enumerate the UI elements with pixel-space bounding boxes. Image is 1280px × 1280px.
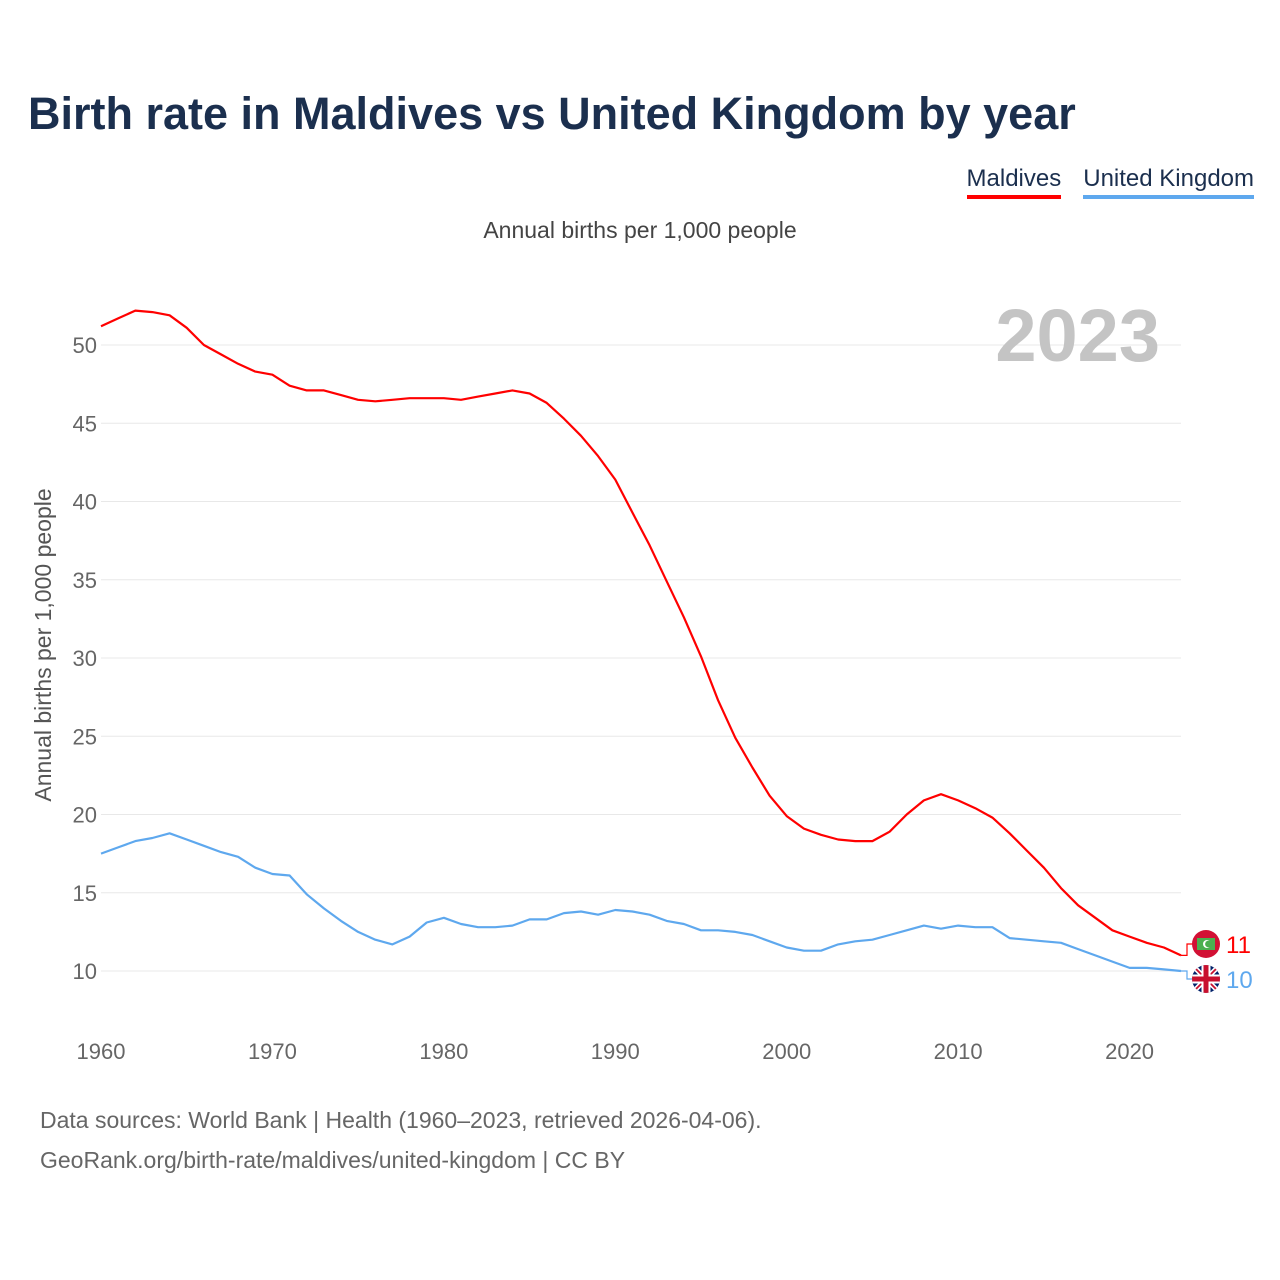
end-connector: [1181, 970, 1193, 980]
end-value-label: 10: [1226, 967, 1253, 994]
y-tick-label: 15: [73, 881, 97, 906]
series-line-maldives[interactable]: [100, 309, 1182, 957]
y-tick-label: 10: [73, 959, 97, 984]
chart-title: Birth rate in Maldives vs United Kingdom…: [28, 88, 1076, 139]
y-tick-label: 20: [73, 803, 97, 828]
source-link[interactable]: GeoRank.org/birth-rate/maldives/united-k…: [40, 1147, 626, 1173]
y-tick-label: 50: [73, 333, 97, 358]
x-tick-label: 1990: [591, 1039, 640, 1064]
chart-subtitle: Annual births per 1,000 people: [483, 217, 797, 243]
end-connector: [1181, 943, 1193, 956]
x-tick-label: 1970: [248, 1039, 297, 1064]
legend: Maldives United Kingdom: [966, 165, 1254, 199]
x-tick-label: 2010: [934, 1039, 983, 1064]
x-tick-label: 1960: [77, 1039, 126, 1064]
y-tick-label: 40: [73, 490, 97, 515]
x-tick-label: 2000: [762, 1039, 811, 1064]
data-sources: Data sources: World Bank | Health (1960–…: [40, 1107, 762, 1133]
series-line-united-kingdom[interactable]: [100, 832, 1182, 973]
legend-item-united-kingdom[interactable]: United Kingdom: [1083, 165, 1254, 199]
maldives-flag-icon: [1192, 930, 1220, 958]
x-tick-label: 1980: [419, 1039, 468, 1064]
end-value-label: 11: [1226, 932, 1251, 959]
y-tick-label: 25: [73, 724, 97, 749]
year-watermark: 2023: [995, 294, 1160, 377]
legend-item-maldives[interactable]: Maldives: [966, 165, 1062, 199]
y-tick-label: 30: [73, 646, 97, 671]
uk-flag-icon: [1192, 965, 1220, 993]
x-tick-label: 2020: [1105, 1039, 1154, 1064]
y-axis-label: Annual births per 1,000 people: [30, 488, 56, 801]
y-tick-label: 45: [73, 411, 97, 436]
y-tick-label: 35: [73, 568, 97, 593]
